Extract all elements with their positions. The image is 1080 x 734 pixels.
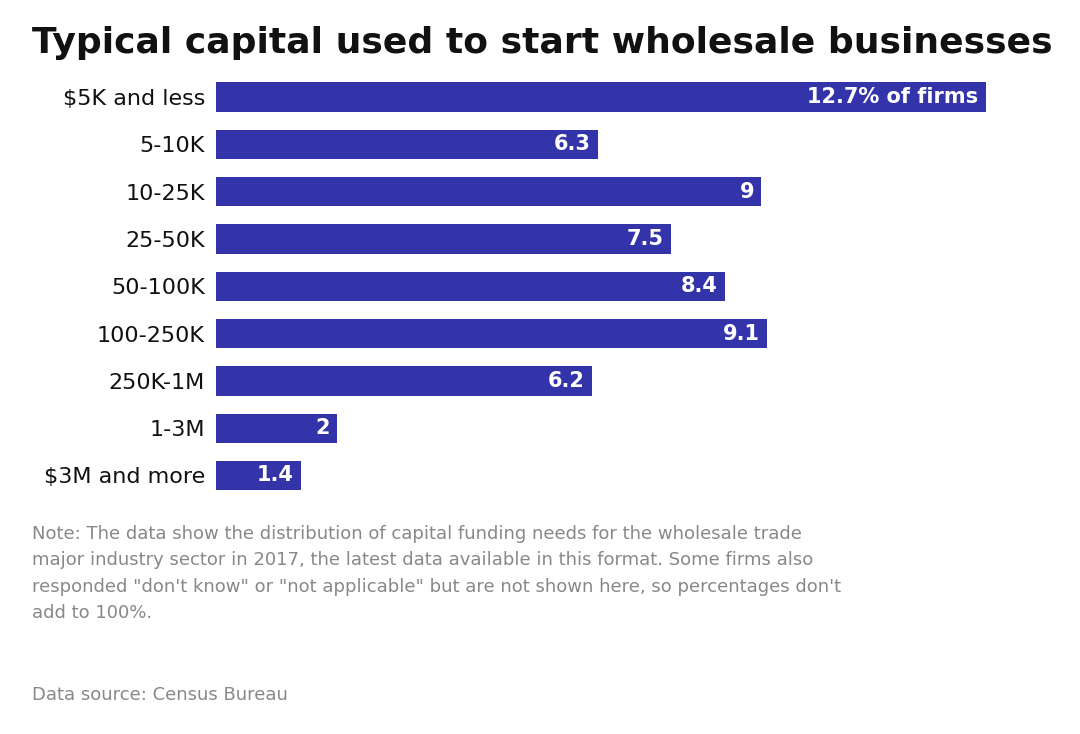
Text: 6.2: 6.2	[548, 371, 584, 391]
Bar	[216, 272, 725, 301]
Bar	[216, 130, 598, 159]
Text: 1.4: 1.4	[257, 465, 294, 485]
Bar	[216, 413, 337, 443]
Text: Data source: Census Bureau: Data source: Census Bureau	[32, 686, 288, 705]
Text: 7.5: 7.5	[626, 229, 663, 249]
Text: 9.1: 9.1	[724, 324, 760, 344]
Bar	[216, 82, 986, 112]
Text: Note: The data show the distribution of capital funding needs for the wholesale : Note: The data show the distribution of …	[32, 525, 841, 622]
Text: Typical capital used to start wholesale businesses: Typical capital used to start wholesale …	[32, 26, 1053, 59]
Bar	[216, 319, 768, 348]
Text: 6.3: 6.3	[554, 134, 591, 154]
Bar	[216, 366, 592, 396]
Text: 2: 2	[315, 418, 329, 438]
Text: 9: 9	[740, 181, 754, 202]
Bar	[216, 177, 761, 206]
Bar	[216, 461, 301, 490]
Text: 8.4: 8.4	[680, 276, 718, 297]
Bar	[216, 225, 671, 254]
Text: 12.7% of firms: 12.7% of firms	[807, 87, 978, 107]
